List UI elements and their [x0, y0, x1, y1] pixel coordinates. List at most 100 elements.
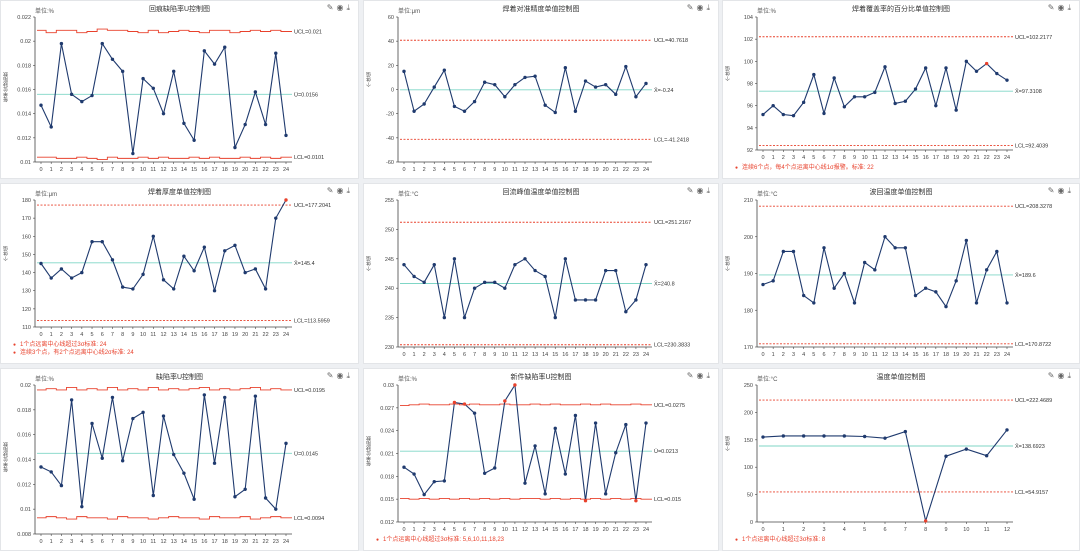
data-point[interactable] — [832, 76, 836, 80]
data-point[interactable] — [202, 245, 207, 249]
data-point[interactable] — [553, 110, 557, 115]
data-point[interactable] — [274, 216, 278, 220]
alarm-point[interactable] — [984, 61, 989, 66]
data-point[interactable] — [253, 90, 258, 94]
data-point[interactable] — [1005, 301, 1009, 305]
data-point[interactable] — [223, 249, 227, 253]
data-point[interactable] — [172, 287, 176, 291]
eye-icon[interactable]: ◉ — [336, 3, 347, 12]
data-point[interactable] — [553, 426, 557, 431]
download-icon[interactable]: ⤓ — [1067, 371, 1074, 380]
data-point[interactable] — [801, 100, 806, 105]
data-point[interactable] — [634, 298, 638, 302]
data-point[interactable] — [801, 293, 806, 298]
data-point[interactable] — [131, 151, 135, 156]
data-point[interactable] — [624, 310, 628, 314]
data-point[interactable] — [120, 459, 125, 463]
data-point[interactable] — [493, 280, 497, 285]
data-point[interactable] — [442, 315, 447, 320]
data-point[interactable] — [100, 456, 104, 460]
data-point[interactable] — [593, 421, 598, 425]
data-point[interactable] — [202, 393, 207, 397]
data-point[interactable] — [862, 260, 867, 265]
data-point[interactable] — [274, 51, 278, 55]
data-point[interactable] — [934, 103, 938, 108]
data-point[interactable] — [852, 301, 857, 305]
data-point[interactable] — [781, 249, 786, 254]
download-icon[interactable]: ⤓ — [346, 371, 353, 380]
data-point[interactable] — [523, 257, 527, 261]
data-point[interactable] — [69, 92, 74, 97]
data-point[interactable] — [442, 479, 447, 483]
data-point[interactable] — [974, 69, 979, 74]
pencil-icon[interactable]: ✎ — [326, 186, 337, 195]
data-point[interactable] — [182, 471, 186, 475]
data-point[interactable] — [862, 434, 867, 439]
data-point[interactable] — [644, 262, 648, 267]
alarm-point[interactable] — [452, 400, 457, 405]
data-point[interactable] — [634, 95, 638, 99]
data-point[interactable] — [801, 434, 806, 438]
data-point[interactable] — [432, 262, 436, 267]
data-point[interactable] — [573, 413, 578, 418]
data-point[interactable] — [614, 451, 618, 455]
data-point[interactable] — [39, 103, 43, 107]
pencil-icon[interactable]: ✎ — [1047, 371, 1058, 380]
data-point[interactable] — [964, 59, 969, 64]
pencil-icon[interactable]: ✎ — [686, 186, 697, 195]
data-point[interactable] — [573, 298, 578, 302]
pencil-icon[interactable]: ✎ — [1047, 3, 1058, 12]
data-point[interactable] — [593, 298, 598, 302]
data-point[interactable] — [583, 298, 588, 302]
data-point[interactable] — [452, 257, 457, 261]
data-point[interactable] — [493, 466, 497, 470]
alarm-point[interactable] — [634, 498, 638, 503]
data-point[interactable] — [192, 497, 196, 501]
data-point[interactable] — [80, 504, 84, 509]
data-point[interactable] — [523, 75, 527, 80]
data-point[interactable] — [151, 493, 155, 498]
data-point[interactable] — [90, 93, 94, 98]
data-point[interactable] — [90, 421, 94, 426]
eye-icon[interactable]: ◉ — [1057, 371, 1068, 380]
data-point[interactable] — [883, 436, 887, 440]
download-icon[interactable]: ⤓ — [706, 186, 713, 195]
data-point[interactable] — [883, 235, 887, 239]
data-point[interactable] — [39, 465, 43, 469]
data-point[interactable] — [120, 285, 125, 289]
data-point[interactable] — [913, 293, 918, 298]
data-point[interactable] — [462, 315, 467, 320]
data-point[interactable] — [974, 301, 979, 305]
data-point[interactable] — [614, 268, 618, 273]
data-point[interactable] — [172, 69, 176, 74]
data-point[interactable] — [1005, 428, 1009, 432]
data-point[interactable] — [243, 270, 247, 275]
data-point[interactable] — [493, 82, 497, 87]
data-point[interactable] — [883, 65, 887, 69]
data-point[interactable] — [513, 82, 517, 87]
data-point[interactable] — [934, 290, 938, 294]
data-point[interactable] — [593, 85, 598, 89]
data-point[interactable] — [761, 112, 765, 117]
data-point[interactable] — [141, 76, 145, 81]
data-point[interactable] — [141, 272, 145, 277]
data-point[interactable] — [59, 267, 64, 271]
data-point[interactable] — [573, 109, 578, 113]
data-point[interactable] — [903, 99, 908, 103]
data-point[interactable] — [161, 414, 166, 418]
pencil-icon[interactable]: ✎ — [326, 3, 337, 12]
data-point[interactable] — [603, 268, 608, 273]
data-point[interactable] — [791, 113, 796, 118]
data-point[interactable] — [543, 274, 547, 279]
data-point[interactable] — [192, 138, 196, 142]
data-point[interactable] — [472, 99, 477, 104]
data-point[interactable] — [100, 41, 104, 46]
data-point[interactable] — [141, 410, 145, 415]
data-point[interactable] — [284, 133, 288, 138]
data-point[interactable] — [462, 109, 467, 113]
data-point[interactable] — [69, 398, 74, 402]
pencil-icon[interactable]: ✎ — [326, 371, 337, 380]
data-point[interactable] — [223, 45, 227, 49]
data-point[interactable] — [263, 496, 268, 500]
data-point[interactable] — [812, 72, 816, 77]
